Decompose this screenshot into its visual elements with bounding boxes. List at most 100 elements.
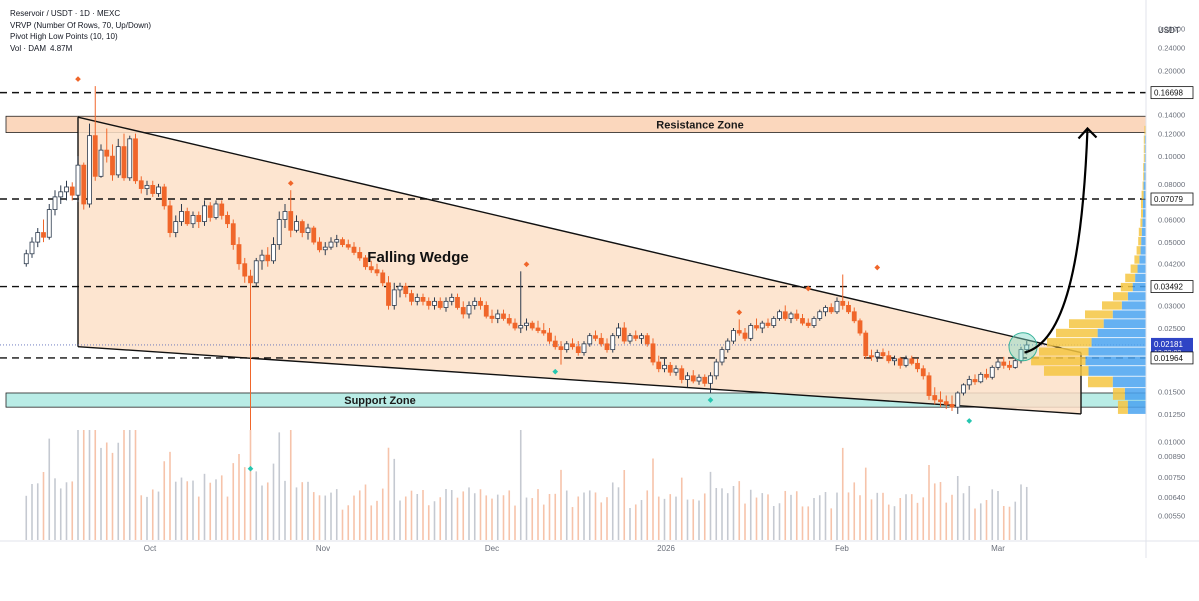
candle-body bbox=[627, 335, 633, 342]
candle-body bbox=[368, 266, 374, 271]
time-axis-tick-label: Oct bbox=[144, 544, 157, 553]
candle-body bbox=[340, 239, 345, 245]
pivot-low-marker bbox=[707, 397, 714, 403]
price-axis-tick-label: 0.01500 bbox=[1158, 387, 1185, 396]
volume-profile-down-bar bbox=[1130, 264, 1138, 273]
candle-body bbox=[719, 349, 725, 363]
candle-body bbox=[696, 376, 702, 382]
candle-body bbox=[805, 322, 811, 326]
candle-body bbox=[759, 322, 765, 329]
candle-body bbox=[334, 239, 340, 243]
candle-body bbox=[662, 364, 667, 370]
price-axis-tick-label: 0.02500 bbox=[1158, 324, 1185, 333]
volume-profile-up-bar bbox=[1144, 153, 1146, 163]
candle-body bbox=[219, 203, 225, 216]
legend-vrvp[interactable]: VRVP (Number Of Rows, 70, Up/Down) bbox=[10, 20, 152, 30]
candle-body bbox=[110, 155, 115, 176]
candle-body bbox=[213, 203, 219, 218]
pivot-high-marker bbox=[523, 261, 530, 268]
volume-profile-up-bar bbox=[1088, 366, 1146, 376]
candle-body bbox=[420, 297, 426, 302]
time-axis-tick-label: Nov bbox=[316, 544, 330, 553]
candle-body bbox=[932, 395, 938, 401]
candle-body bbox=[98, 149, 104, 177]
breakout-circle bbox=[1008, 332, 1038, 362]
resistance-zone-label: Resistance Zone bbox=[656, 119, 743, 131]
volume-profile-up-bar bbox=[1112, 376, 1146, 388]
volume-profile-down-bar bbox=[1047, 338, 1092, 347]
volume-profile-up-bar bbox=[1144, 144, 1146, 153]
volume-profile-down-bar bbox=[1117, 400, 1128, 414]
candle-body bbox=[466, 305, 472, 315]
legend-symbol[interactable]: Reservoir / USDT · 1D · MEXC bbox=[10, 9, 121, 18]
candle-body bbox=[190, 215, 196, 225]
candle-body bbox=[713, 361, 719, 377]
candle-body bbox=[115, 146, 121, 176]
candle-body bbox=[483, 305, 489, 317]
time-axis-tick-label: Mar bbox=[991, 544, 1005, 553]
volume-profile-up-bar bbox=[1097, 328, 1146, 338]
candle-body bbox=[501, 313, 506, 319]
candle-body bbox=[972, 379, 978, 383]
candle-body bbox=[984, 373, 989, 378]
candle-body bbox=[731, 330, 736, 342]
candle-body bbox=[656, 361, 662, 370]
volume-profile-down-bar bbox=[1144, 125, 1146, 135]
candle-body bbox=[886, 355, 892, 362]
candle-body bbox=[52, 196, 58, 210]
legend-pivot[interactable]: Pivot High Low Points (10, 10) bbox=[10, 32, 118, 41]
volume-profile-down-bar bbox=[1138, 236, 1142, 246]
candle-body bbox=[426, 300, 432, 306]
volume-profile-up-bar bbox=[1135, 273, 1146, 283]
price-axis-tick-label: 0.05000 bbox=[1158, 238, 1185, 247]
candle-body bbox=[253, 260, 259, 284]
candle-body bbox=[892, 358, 897, 362]
candle-body bbox=[259, 254, 265, 262]
candle-body bbox=[782, 311, 788, 319]
candle-body bbox=[35, 232, 41, 243]
volume-profile-down-bar bbox=[1039, 347, 1089, 356]
candle-body bbox=[196, 215, 202, 222]
candle-body bbox=[552, 340, 558, 348]
price-axis-tick-label: 0.01000 bbox=[1158, 438, 1185, 447]
candle-body bbox=[920, 368, 926, 377]
candle-body bbox=[305, 227, 311, 233]
level-price-tag-label: 0.07079 bbox=[1154, 195, 1183, 204]
volume-profile-down-bar bbox=[1143, 172, 1145, 181]
candle-body bbox=[414, 297, 420, 302]
price-axis-tick-label: 0.06000 bbox=[1158, 215, 1185, 224]
candle-body bbox=[322, 246, 328, 251]
candle-body bbox=[1024, 344, 1030, 351]
volume-profile-down-bar bbox=[1056, 328, 1098, 338]
candle-body bbox=[489, 315, 495, 319]
price-axis-tick-label: 0.12000 bbox=[1158, 130, 1185, 139]
candle-body bbox=[311, 227, 317, 243]
price-axis-tick-label: 0.00890 bbox=[1158, 452, 1185, 461]
candle-body bbox=[64, 186, 69, 193]
candle-body bbox=[524, 322, 529, 326]
candle-body bbox=[851, 311, 857, 322]
candle-body bbox=[616, 327, 621, 337]
candle-body bbox=[702, 376, 708, 384]
candle-body bbox=[857, 320, 863, 334]
candle-body bbox=[104, 149, 110, 157]
volume-profile-up-bar bbox=[1124, 388, 1146, 400]
candle-body bbox=[92, 135, 98, 177]
candle-body bbox=[351, 246, 357, 253]
candle-body bbox=[271, 244, 276, 262]
candle-body bbox=[777, 311, 782, 319]
falling-wedge-fill bbox=[78, 117, 1081, 414]
legend-volume[interactable]: Vol · DAM 4.87M bbox=[10, 43, 151, 55]
price-axis-tick-label: 0.04200 bbox=[1158, 260, 1185, 269]
volume-profile-up-bar bbox=[1103, 319, 1146, 329]
candle-body bbox=[817, 311, 823, 319]
price-axis-tick-label: 0.08000 bbox=[1158, 180, 1185, 189]
pivot-high-marker bbox=[287, 180, 294, 187]
candle-body bbox=[23, 253, 29, 265]
candle-body bbox=[1007, 364, 1012, 368]
volume-profile-up-bar bbox=[1141, 227, 1146, 237]
candle-body bbox=[403, 285, 409, 294]
candle-body bbox=[409, 293, 414, 302]
